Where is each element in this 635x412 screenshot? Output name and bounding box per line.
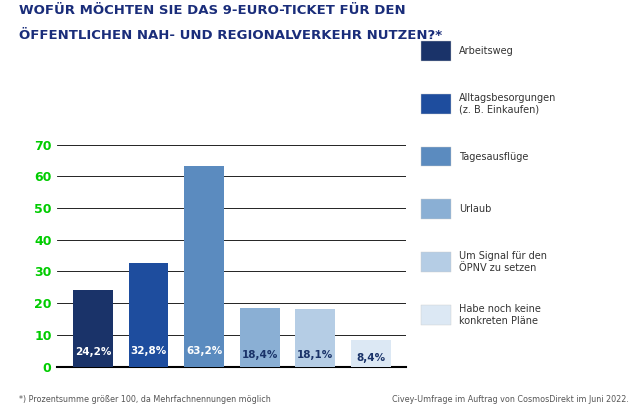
Text: Alltagsbesorgungen
(z. B. Einkaufen): Alltagsbesorgungen (z. B. Einkaufen) — [459, 93, 556, 115]
Text: 63,2%: 63,2% — [186, 346, 222, 356]
Bar — [184, 166, 224, 367]
Bar — [239, 308, 279, 367]
Text: 8,4%: 8,4% — [356, 353, 385, 363]
Text: 24,2%: 24,2% — [75, 347, 111, 358]
Text: ÖFFENTLICHEN NAH- UND REGIONALVERKEHR NUTZEN?*: ÖFFENTLICHEN NAH- UND REGIONALVERKEHR NU… — [19, 29, 442, 42]
Bar — [295, 309, 335, 367]
Text: Um Signal für den
ÖPNV zu setzen: Um Signal für den ÖPNV zu setzen — [459, 251, 547, 273]
Text: Habe noch keine
konkreten Pläne: Habe noch keine konkreten Pläne — [459, 304, 541, 325]
Bar — [351, 340, 391, 367]
Text: Tagesausflüge: Tagesausflüge — [459, 152, 528, 162]
Text: *) Prozentsumme größer 100, da Mehrfachnennungen möglich: *) Prozentsumme größer 100, da Mehrfachn… — [19, 395, 271, 404]
Text: Urlaub: Urlaub — [459, 204, 491, 214]
Text: Arbeitsweg: Arbeitsweg — [459, 46, 514, 56]
Text: 32,8%: 32,8% — [130, 346, 166, 356]
Text: 18,4%: 18,4% — [241, 350, 277, 360]
Text: Civey-Umfrage im Auftrag von CosmosDirekt im Juni 2022.: Civey-Umfrage im Auftrag von CosmosDirek… — [392, 395, 629, 404]
Text: WOFÜR MÖCHTEN SIE DAS 9-EURO-TICKET FÜR DEN: WOFÜR MÖCHTEN SIE DAS 9-EURO-TICKET FÜR … — [19, 4, 406, 17]
Text: 18,1%: 18,1% — [297, 350, 333, 360]
Bar — [73, 290, 113, 367]
Bar — [128, 262, 168, 367]
